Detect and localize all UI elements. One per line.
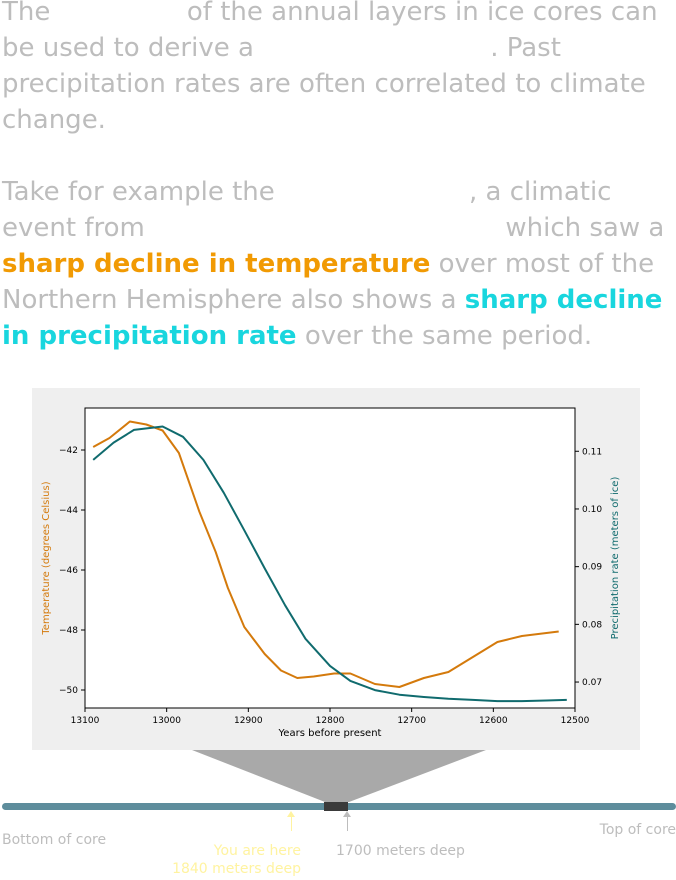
temperature-precipitation-chart: 13100 13000 12900 12800 12700 12600 12500 −42−… [41,407,621,739]
x-axis: 13100 13000 12900 12800 12700 12600 12500 [71,708,590,726]
plot-frame [84,407,576,709]
temperature-series-line [92,420,559,688]
left-axis-label: Temperature (degrees Celsius) [41,481,52,635]
left-y-tick-label: −48 [59,626,78,636]
chart-panel: 13100 13000 12900 12800 12700 12600 12500 −42−… [32,388,640,750]
x-axis-label: Years before present [278,728,382,739]
x-tick-label: 12500 [561,716,590,726]
core-window-marker[interactable] [324,802,348,811]
right-y-tick-label: 0.07 [582,678,602,688]
intro-text: which saw a [505,213,665,243]
x-tick-label: 12600 [479,716,508,726]
right-y-tick-label: 0.11 [582,447,602,457]
you-are-here-marker [287,811,295,831]
core-top-label: Top of core [599,822,676,838]
plot-background [85,408,575,708]
window-depth-marker [343,811,351,831]
right-y-tick-label: 0.10 [582,505,602,515]
left-y-axis: −42 −44 −46 −48 −50 [59,446,85,696]
window-depth-label: 1700 meters deep [336,843,465,859]
intro-text: of the annual layers in ice cores can be… [2,0,658,63]
x-tick-label: 13000 [152,716,181,726]
left-y-tick-label: −50 [59,686,78,696]
right-y-tick-label: 0.08 [582,620,602,630]
left-y-tick-label: −46 [59,566,78,576]
zoom-funnel [192,750,486,802]
you-are-here-label: You are here 1840 meters deep [160,842,301,878]
intro-text: The [2,0,51,27]
x-tick-label: 12900 [234,716,263,726]
intro-text: Take for example the [2,177,275,207]
intro-paragraph-1: The of the annual layers in ice cores ca… [2,0,676,138]
left-y-tick-label: −44 [59,506,78,516]
core-bottom-label: Bottom of core [2,832,107,848]
x-tick-label: 13100 [71,716,100,726]
right-y-axis: 0.11 0.10 0.09 0.08 0.07 [575,447,602,688]
intro-text: . Past precipitation rates are often cor… [2,33,646,135]
precipitation-highlight: sharp decline in precipitation rate [2,285,663,351]
you-are-here-text: You are here [213,843,301,859]
temperature-highlight: sharp decline in temperature [2,249,431,279]
intro-text: , a climatic event from [2,177,612,243]
precipitation-series-line [92,425,567,703]
intro-text: over most of the Northern Hemisphere als… [2,249,655,315]
series-layer [92,420,567,703]
intro-text: over the same period. [304,321,593,351]
x-tick-label: 12800 [316,716,345,726]
x-tick-label: 12700 [397,716,426,726]
you-are-here-depth: 1840 meters deep [172,861,301,877]
intro-paragraph-2: Take for example the , a climatic event … [2,174,676,354]
left-y-tick-label: −42 [59,446,78,456]
right-axis-label: Precipitation rate (meters of ice) [610,477,621,640]
right-y-tick-label: 0.09 [582,563,602,573]
